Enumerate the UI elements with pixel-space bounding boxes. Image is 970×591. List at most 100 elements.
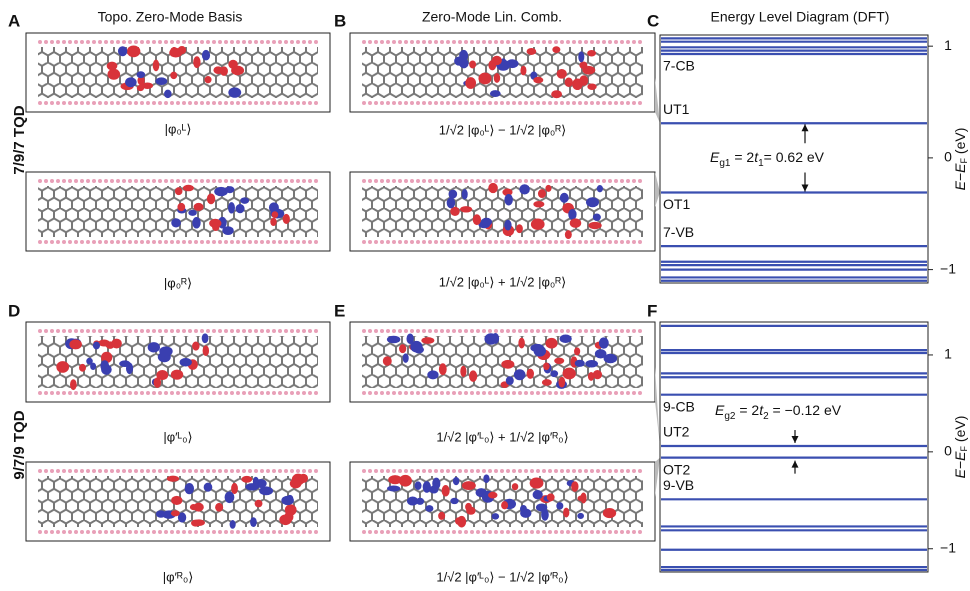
hydrogen [188,329,192,333]
hydrogen [434,530,438,534]
hydrogen [236,469,240,473]
hydrogen [56,329,60,333]
y-tick-label: −1 [940,539,956,555]
hydrogen [500,391,504,395]
hydrogen [398,329,402,333]
hydrogen [278,329,282,333]
hydrogen [596,530,600,534]
hydrogen [170,391,174,395]
hydrogen [440,240,444,244]
hydrogen [638,329,642,333]
hydrogen [194,240,198,244]
orbital-lobe [565,230,572,239]
orbital-lobe [506,59,519,68]
y-axis-label: E−EF (eV) [952,416,970,479]
hydrogen [314,240,318,244]
hydrogen [44,391,48,395]
hydrogen [182,101,186,105]
hydrogen [218,240,222,244]
hydrogen [200,40,204,44]
orbital-lobe [492,513,500,519]
hydrogen [134,329,138,333]
orbital-lobe [171,370,183,380]
hydrogen [578,40,582,44]
hydrogen [488,240,492,244]
hydrogen [128,329,132,333]
hydrogen [296,469,300,473]
hydrogen [626,329,630,333]
hydrogen [482,530,486,534]
hydrogen [56,469,60,473]
hydrogen [410,391,414,395]
hydrogen [488,329,492,333]
hydrogen [260,469,264,473]
orbital-lobe [527,48,537,55]
molecule-caption: 1/√2 |φ′ᴸ₀⟩ − 1/√2 |φ′ᴿ₀⟩ [436,569,568,584]
orbital-lobe [533,490,543,499]
orbital-lobe [556,502,563,510]
hydrogen [512,391,516,395]
hydrogen [206,530,210,534]
hydrogen [152,179,156,183]
orbital-lobe [175,187,182,195]
hydrogen [314,101,318,105]
hydrogen [560,530,564,534]
hydrogen [608,391,612,395]
hydrogen [386,179,390,183]
hydrogen [152,40,156,44]
hydrogen [98,40,102,44]
hydrogen [212,101,216,105]
hydrogen [620,101,624,105]
orbital-lobe [586,197,599,207]
hydrogen [122,240,126,244]
hydrogen [104,530,108,534]
hydrogen [602,40,606,44]
hydrogen [392,329,396,333]
hydrogen [362,40,366,44]
hydrogen [188,530,192,534]
orbital-lobe [530,478,544,489]
hydrogen [584,469,588,473]
hydrogen [44,530,48,534]
orbital-lobe [579,75,588,85]
orbital-lobe [407,497,418,506]
hydrogen [194,530,198,534]
hydrogen [416,469,420,473]
hydrogen [242,329,246,333]
orbital-lobe [177,203,185,211]
hydrogen [254,530,258,534]
hydrogen [464,530,468,534]
hydrogen [152,329,156,333]
hydrogen [50,530,54,534]
hydrogen [632,101,636,105]
hydrogen [272,101,276,105]
hydrogen [578,329,582,333]
hydrogen [308,40,312,44]
orbital-lobe [231,483,238,494]
hydrogen [638,469,642,473]
hydrogen [74,469,78,473]
hydrogen [614,391,618,395]
hydrogen [296,101,300,105]
orbital-lobe [79,364,86,372]
hydrogen [98,240,102,244]
hydrogen [128,40,132,44]
hydrogen [62,179,66,183]
hydrogen [314,329,318,333]
hydrogen [62,240,66,244]
level-label: OT2 [663,461,690,477]
hydrogen [494,240,498,244]
hydrogen [302,240,306,244]
hydrogen [122,179,126,183]
hydrogen [272,530,276,534]
hydrogen [272,240,276,244]
hydrogen [512,179,516,183]
hydrogen [362,391,366,395]
hydrogen [524,469,528,473]
hydrogen [524,329,528,333]
hydrogen [290,329,294,333]
hydrogen [272,469,276,473]
orbital-lobe [492,56,502,65]
hydrogen [422,530,426,534]
hydrogen [236,329,240,333]
